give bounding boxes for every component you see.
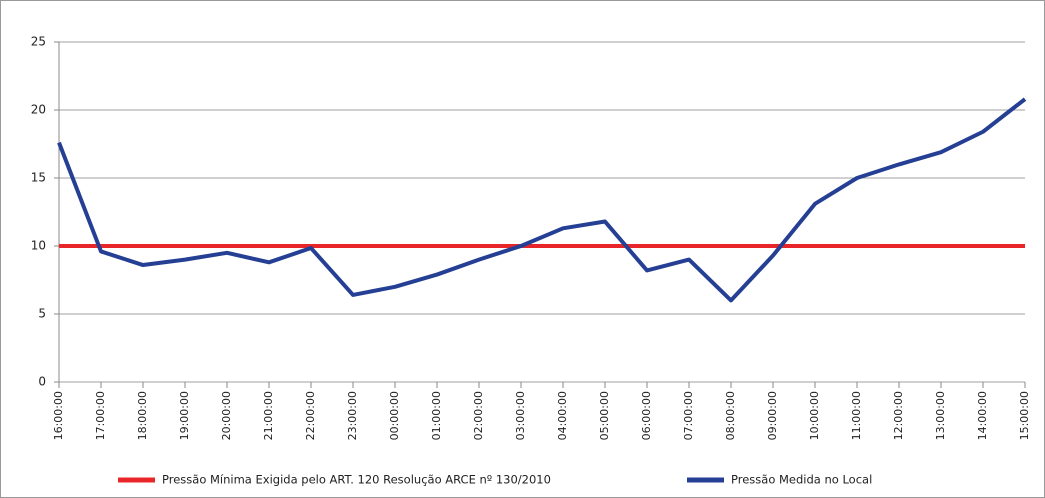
- x-tick-label: 14:00:00: [976, 391, 989, 440]
- x-tick-label: 16:00:00: [52, 391, 65, 440]
- x-tick-label: 03:00:00: [514, 391, 527, 440]
- x-tick-label: 07:00:00: [682, 391, 695, 440]
- data-line: [57, 97, 1027, 303]
- x-tick-label: 09:00:00: [766, 391, 779, 440]
- x-tick-label: 19:00:00: [178, 391, 191, 440]
- y-tick-label: 10: [31, 239, 46, 253]
- x-tick-label: 22:00:00: [304, 391, 317, 440]
- x-tick-label: 04:00:00: [556, 391, 569, 440]
- x-tick-label: 18:00:00: [136, 391, 149, 440]
- x-tick-label: 15:00:00: [1018, 391, 1031, 440]
- y-tick-label: 5: [38, 307, 46, 321]
- x-tick-label: 05:00:00: [598, 391, 611, 440]
- x-tick-label: 20:00:00: [220, 391, 233, 440]
- y-tick-label: 20: [31, 103, 46, 117]
- y-tick-label: 0: [38, 375, 46, 389]
- legend-label: Pressão Mínima Exigida pelo ART. 120 Res…: [162, 473, 551, 487]
- x-tick-label: 10:00:00: [808, 391, 821, 440]
- x-tick-label: 11:00:00: [850, 391, 863, 440]
- legend-label: Pressão Medida no Local: [731, 473, 872, 487]
- x-tick-label: 17:00:00: [94, 391, 107, 440]
- x-tick-label: 21:00:00: [262, 391, 275, 440]
- x-tick-label: 06:00:00: [640, 391, 653, 440]
- y-tick-label: 15: [31, 171, 46, 185]
- x-tick-label: 23:00:00: [346, 391, 359, 440]
- x-tick-label: 12:00:00: [892, 391, 905, 440]
- x-tick-label: 00:00:00: [388, 391, 401, 440]
- x-tick-label: 01:00:00: [430, 391, 443, 440]
- x-tick-label: 08:00:00: [724, 391, 737, 440]
- x-tick-label: 13:00:00: [934, 391, 947, 440]
- y-tick-label: 25: [31, 35, 46, 49]
- x-tick-label: 02:00:00: [472, 391, 485, 440]
